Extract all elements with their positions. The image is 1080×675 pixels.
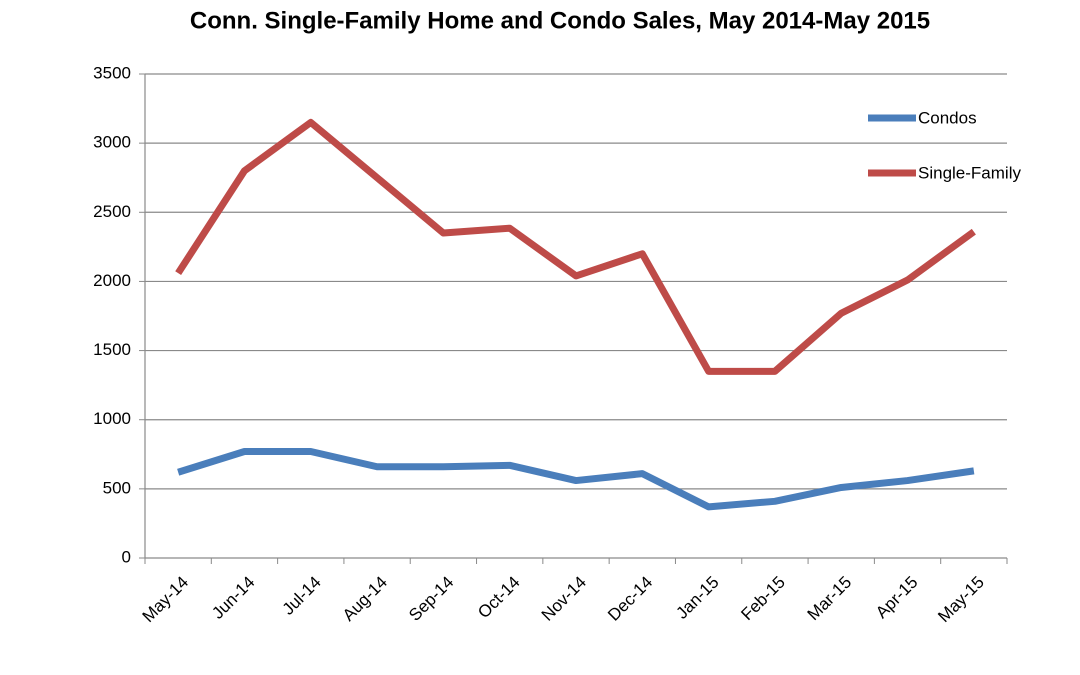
x-tick-label: Apr-15 [872,573,922,623]
x-tick-label: Oct-14 [474,573,524,623]
y-tick-label: 2000 [93,271,131,290]
chart-title: Conn. Single-Family Home and Condo Sales… [190,7,930,34]
x-tick-label: Aug-14 [339,573,391,625]
x-tick-label: Feb-15 [737,573,789,625]
y-tick-label: 3000 [93,133,131,152]
legend-label: Condos [918,108,977,127]
y-tick-label: 2500 [93,202,131,221]
x-tick-label: Jun-14 [208,573,258,623]
x-tick-label: Jan-15 [672,573,722,623]
x-tick-label: Sep-14 [405,573,457,625]
line-series [177,448,975,511]
y-tick-label: 0 [122,547,131,566]
y-tick-label: 500 [103,478,131,497]
x-tick-label: Mar-15 [804,573,856,625]
legend-label: Single-Family [918,163,1021,182]
x-tick-label: May-14 [139,573,193,627]
x-tick-label: Nov-14 [538,573,590,625]
line-series [175,118,976,375]
y-tick-label: 1500 [93,340,131,359]
x-tick-label: Dec-14 [604,573,656,625]
y-tick-label: 3500 [93,63,131,82]
x-tick-label: Jul-14 [279,573,325,619]
y-tick-label: 1000 [93,409,131,428]
x-tick-label: May-15 [934,573,988,627]
